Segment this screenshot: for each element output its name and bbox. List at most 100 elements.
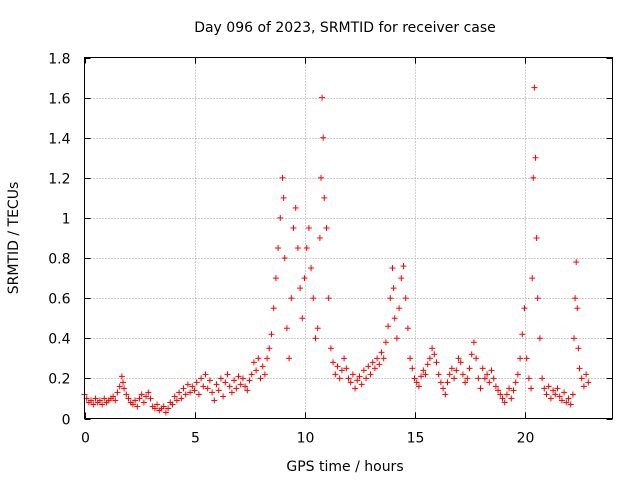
data-point — [517, 355, 524, 362]
data-point — [209, 389, 216, 396]
data-point — [440, 385, 447, 392]
data-point — [325, 295, 332, 302]
data-point — [321, 194, 328, 201]
data-point — [497, 391, 504, 398]
data-point — [303, 245, 310, 252]
data-point — [534, 295, 541, 302]
data-point — [184, 381, 191, 388]
data-point — [532, 154, 539, 161]
data-point — [580, 383, 587, 390]
data-point — [299, 315, 306, 322]
data-point — [173, 397, 180, 404]
data-point — [101, 395, 108, 402]
data-point — [116, 383, 123, 390]
data-point — [320, 134, 327, 141]
data-point — [389, 265, 396, 272]
data-point — [431, 351, 438, 358]
data-point — [554, 385, 561, 392]
data-point — [558, 397, 565, 404]
data-point — [281, 255, 288, 262]
data-point — [541, 385, 548, 392]
data-point — [490, 375, 497, 382]
data-point — [338, 367, 345, 374]
data-point — [503, 391, 510, 398]
data-point — [583, 371, 590, 378]
data-point — [508, 395, 515, 402]
data-point — [261, 371, 268, 378]
data-point — [572, 295, 579, 302]
data-point — [294, 245, 301, 252]
data-point — [484, 371, 491, 378]
data-point — [433, 359, 440, 366]
data-point — [407, 355, 414, 362]
y-axis-label: SRMTID / TECUs — [6, 182, 22, 295]
data-point — [539, 375, 546, 382]
data-point — [178, 395, 185, 402]
y-tick-label: 0 — [62, 413, 71, 429]
data-point — [264, 355, 271, 362]
data-point — [248, 371, 255, 378]
data-point — [376, 361, 383, 368]
data-point — [387, 295, 394, 302]
data-point — [561, 389, 568, 396]
data-point — [132, 397, 139, 404]
data-point — [429, 345, 436, 352]
x-tick-label: 10 — [297, 431, 315, 447]
data-point — [244, 387, 251, 394]
data-point — [345, 375, 352, 382]
data-point — [488, 367, 495, 374]
data-point — [398, 275, 405, 282]
data-point — [259, 363, 266, 370]
data-point — [400, 263, 407, 270]
x-axis-label: GPS time / hours — [286, 459, 403, 475]
data-point — [531, 84, 538, 91]
data-point — [255, 355, 262, 362]
data-point — [224, 371, 231, 378]
data-point — [349, 371, 356, 378]
data-point — [323, 224, 330, 231]
data-point — [415, 383, 422, 390]
data-point — [575, 345, 582, 352]
data-point — [390, 285, 397, 292]
data-point — [211, 397, 218, 404]
data-point — [371, 365, 378, 372]
data-point — [354, 377, 361, 384]
data-point — [479, 365, 486, 372]
data-point — [437, 379, 444, 386]
data-point — [411, 375, 418, 382]
data-point — [442, 391, 449, 398]
data-point — [154, 401, 161, 408]
data-point — [316, 235, 323, 241]
data-point — [336, 375, 343, 382]
data-point — [573, 259, 580, 266]
data-point — [171, 393, 178, 400]
data-point — [272, 275, 279, 282]
data-point — [288, 295, 295, 302]
data-point — [486, 379, 493, 386]
data-point — [169, 401, 176, 408]
data-point — [231, 377, 238, 384]
data-point — [160, 403, 167, 410]
data-point — [385, 323, 392, 330]
data-point — [279, 174, 286, 181]
plot-frame — [84, 57, 613, 419]
data-point — [327, 345, 334, 352]
data-point — [182, 391, 189, 398]
data-point — [574, 305, 581, 312]
data-point — [378, 349, 385, 356]
data-point — [347, 379, 354, 386]
data-point — [92, 395, 99, 402]
data-point — [512, 379, 519, 386]
data-point — [525, 375, 532, 382]
data-point — [334, 363, 341, 370]
data-point — [523, 355, 530, 362]
data-point — [369, 359, 376, 366]
data-point — [292, 204, 299, 211]
data-point — [283, 325, 290, 332]
chart-title: Day 096 of 2023, SRMTID for receiver cas… — [194, 20, 496, 36]
data-points — [81, 84, 592, 416]
data-point — [242, 383, 249, 390]
data-point — [121, 385, 128, 392]
data-point — [277, 214, 284, 221]
data-point — [404, 325, 411, 332]
